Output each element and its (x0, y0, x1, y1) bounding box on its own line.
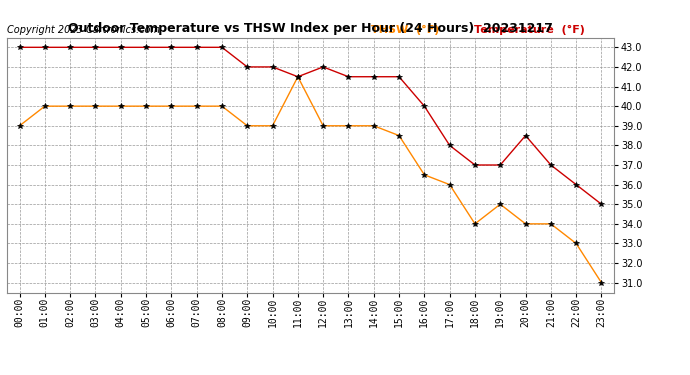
Title: Outdoor Temperature vs THSW Index per Hour (24 Hours)  20231217: Outdoor Temperature vs THSW Index per Ho… (68, 22, 553, 35)
Text: Copyright 2023 Cartronics.com: Copyright 2023 Cartronics.com (7, 25, 160, 35)
Text: Temperature  (°F): Temperature (°F) (475, 25, 585, 35)
Text: THSW  (°F): THSW (°F) (371, 25, 440, 35)
